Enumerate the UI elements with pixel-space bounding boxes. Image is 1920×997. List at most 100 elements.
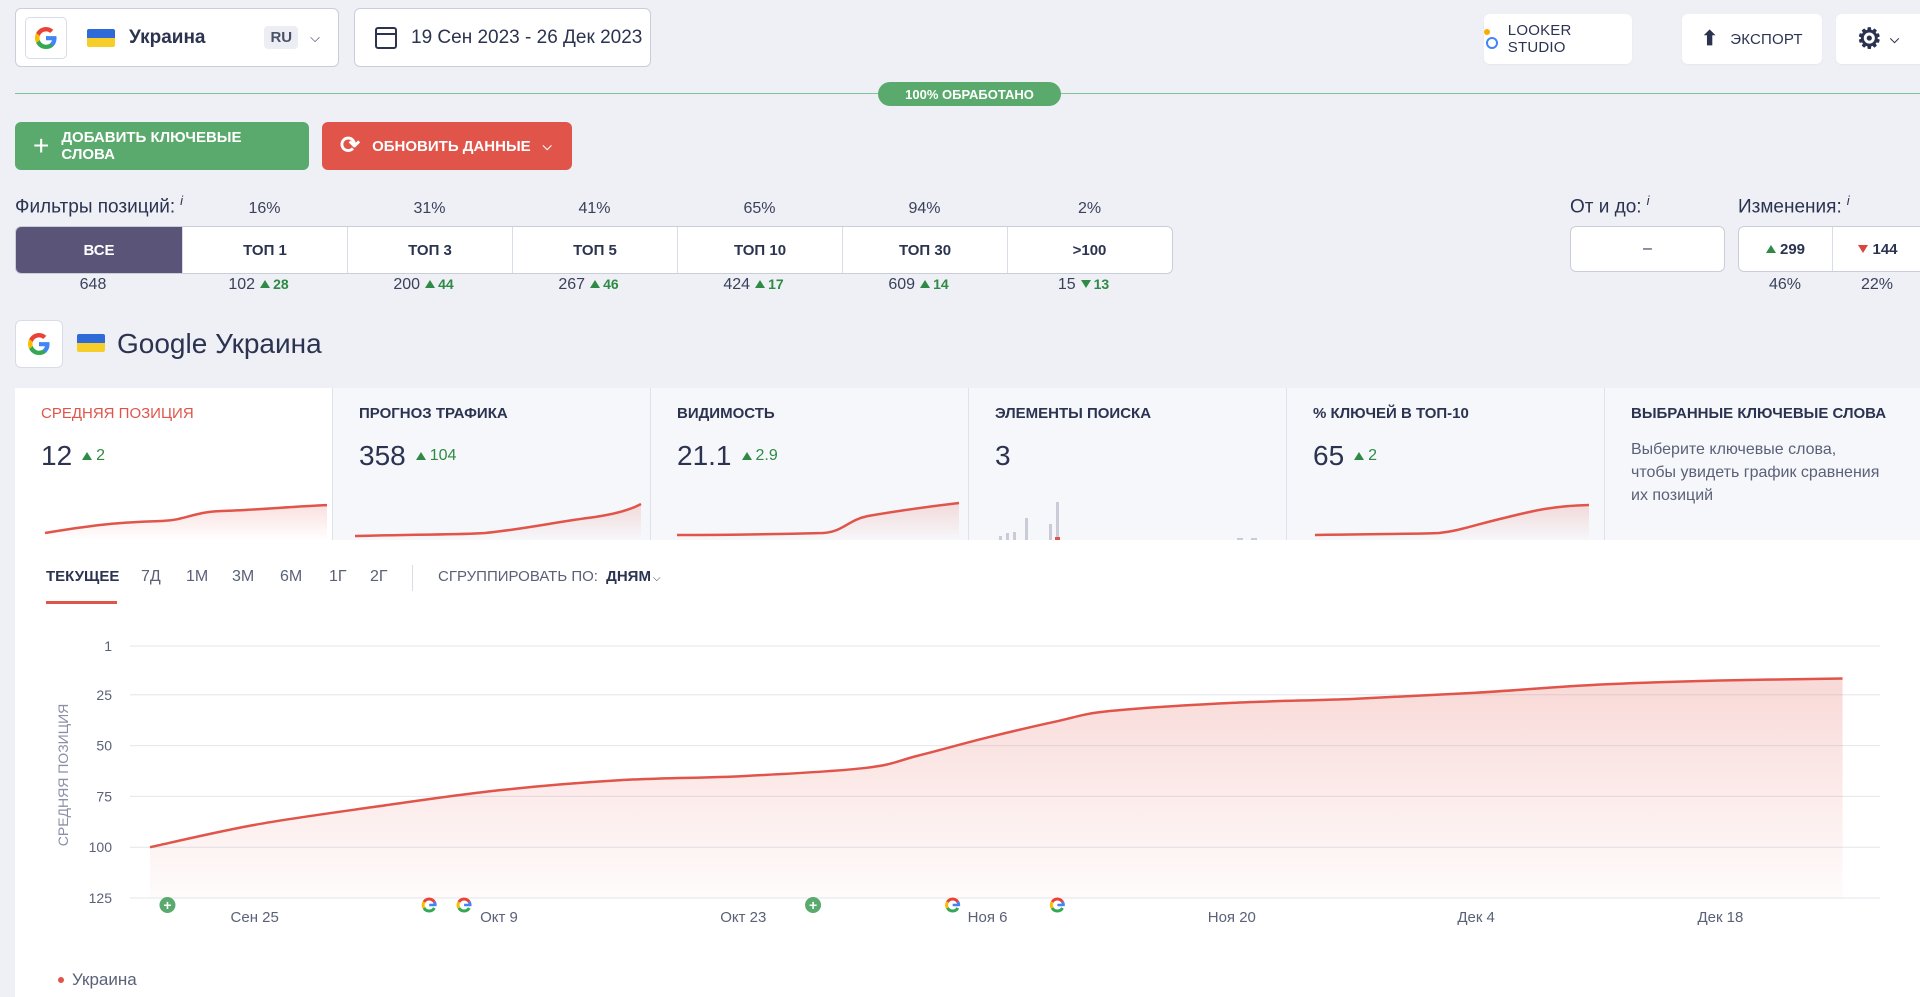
filter-over100[interactable]: >100 [1072,241,1107,259]
metric-delta: 2.9 [755,447,778,464]
export-label: ЭКСПОРТ [1730,30,1803,48]
tab-3m[interactable]: 3М [232,568,255,585]
position-filters-label: Фильтры позиций: i [15,193,184,218]
y-tick-label: 50 [96,738,112,754]
changes-down-button[interactable]: 144 [1833,227,1920,271]
pct-top5: 41% [578,200,611,217]
processing-badge: 100% ОБРАБОТАНО [878,82,1061,106]
looker-studio-button[interactable]: LOOKER STUDIO [1484,14,1632,64]
svg-text:+: + [809,897,817,913]
range-label: От и до: i [1570,193,1650,218]
tab-1y[interactable]: 1Г [329,568,347,585]
count-all: 648 [79,276,107,293]
filter-top30[interactable]: ТОП 30 [843,227,1008,273]
tab-current[interactable]: ТЕКУЩЕЕ [46,568,120,585]
count-top3: 200 44 [393,276,454,293]
metric-title: ПРОГНОЗ ТРАФИКА [359,405,508,422]
metric-traffic-forecast[interactable]: ПРОГНОЗ ТРАФИКА 358 104 [333,388,651,540]
tab-6m[interactable]: 6М [280,568,303,585]
series-line-ukraine [149,677,1843,849]
group-by-select[interactable]: СГРУППИРОВАТЬ ПО: ДНЯМ ⌵ [438,568,661,585]
x-tick-label: Дек 18 [1697,909,1743,926]
ukraine-flag-icon [77,334,105,352]
count-top1: 102 28 [228,276,289,293]
filter-top1[interactable]: ТОП 1 [183,227,348,273]
plus-icon: + [33,130,50,161]
metric-selected-keywords[interactable]: ВЫБРАННЫЕ КЛЮЧЕВЫЕ СЛОВА Выберите ключев… [1605,388,1920,540]
region-selector[interactable]: Украина RU ⌵ [15,8,339,67]
changes-label: Изменения: i [1738,193,1850,218]
looker-studio-label: LOOKER STUDIO [1507,22,1572,56]
chevron-down-icon: ⌵ [652,573,661,584]
metric-title: СРЕДНЯЯ ПОЗИЦИЯ [41,405,194,422]
metric-top10-keys[interactable]: % КЛЮЧЕЙ В ТОП-10 65 2 [1287,388,1605,540]
metric-delta: 2 [96,447,106,464]
filter-top3[interactable]: ТОП 3 [348,227,513,273]
google-update-event-icon [421,897,438,913]
position-filter-counts: 648 102 28 200 44 267 46 424 17 609 14 15 13 [10,276,1170,294]
changes-up-pct: 46% [1768,276,1802,293]
y-tick-label: 1 [104,638,112,654]
sparkline-visibility [676,501,960,540]
google-icon [25,16,67,59]
filter-top10[interactable]: ТОП 10 [678,227,843,273]
legend-label: Украина [72,970,137,989]
range-dash: – [1643,240,1652,257]
metric-visibility[interactable]: ВИДИМОСТЬ 21.1 2.9 [651,388,969,540]
filter-all[interactable]: ВСЕ [16,227,183,273]
date-range-picker[interactable]: 19 Сен 2023 - 26 Дек 2023 [354,8,651,67]
metric-title: ЭЛЕМЕНТЫ ПОИСКА [995,405,1152,422]
y-tick-label: 25 [96,687,112,703]
gear-icon: ⚙ [1856,23,1882,54]
metric-value: 65 [1313,440,1345,471]
filter-top5[interactable]: ТОП 5 [513,227,678,273]
chart-legend[interactable]: Украина [58,970,137,990]
info-icon: i [180,193,184,208]
position-filter-segments: ВСЕ ТОП 1 ТОП 3 ТОП 5 ТОП 10 ТОП 30 >100 [15,226,1173,274]
count-top30: 609 14 [888,276,949,293]
settings-button[interactable]: ⚙ ⌵ [1836,14,1920,64]
count-top10: 424 17 [723,276,784,293]
metric-search-elements[interactable]: ЭЛЕМЕНТЫ ПОИСКА 3 [969,388,1287,540]
tabs-divider [412,565,413,591]
update-data-button[interactable]: ⟳ ОБНОВИТЬ ДАННЫЕ ⌵ [322,122,572,170]
tab-2y[interactable]: 2Г [370,568,388,585]
pct-top3: 31% [413,200,446,217]
export-button[interactable]: ⬆ ЭКСПОРТ [1682,14,1822,64]
tab-1m[interactable]: 1М [186,568,209,585]
google-icon [28,333,50,355]
keyword-added-event-icon: + [805,897,822,913]
position-filter-percents: 16% 31% 41% 65% 94% 2% [16,200,1172,218]
metric-title: ВЫБРАННЫЕ КЛЮЧЕВЫЕ СЛОВА [1631,405,1887,422]
google-update-event-icon [456,897,473,913]
metric-title: % КЛЮЧЕЙ В ТОП-10 [1313,405,1469,422]
sparkline-search-elements [999,502,1257,540]
metric-avg-position[interactable]: СРЕДНЯЯ ПОЗИЦИЯ 12 2 [15,388,333,540]
date-range-text: 19 Сен 2023 - 26 Дек 2023 [411,26,643,48]
changes-up-button[interactable]: 299 [1739,227,1833,271]
info-icon: i [1646,193,1650,208]
x-tick-label: Дек 4 [1457,909,1495,926]
chevron-down-icon: ⌵ [542,138,552,153]
range-input[interactable]: – [1570,226,1725,272]
language-badge: RU [264,26,299,49]
region-name: Украина [129,26,206,48]
x-tick-label: Ноя 6 [968,909,1008,926]
changes-down-pct: 22% [1860,276,1894,293]
google-update-event-icon [1049,897,1066,913]
group-by-value: ДНЯМ [606,568,651,585]
metric-title: ВИДИМОСТЬ [677,405,775,422]
x-tick-label: Ноя 20 [1208,909,1256,926]
metric-delta: 2 [1368,447,1378,464]
pct-top1: 16% [248,200,281,217]
y-axis-label: СРЕДНЯЯ ПОЗИЦИЯ [55,704,71,847]
count-top5: 267 46 [558,276,619,293]
selected-keywords-hint: Выберите ключевые слова, чтобы увидеть г… [1631,441,1880,504]
add-keywords-button[interactable]: + ДОБАВИТЬ КЛЮЧЕВЫЕ СЛОВА [15,122,309,170]
tab-current-underline [46,601,117,604]
tab-7d[interactable]: 7Д [141,568,161,585]
pct-top10: 65% [743,200,776,217]
ukraine-flag-icon [87,28,115,47]
section-title: Google Украина [117,328,322,359]
svg-text:+: + [163,897,171,913]
